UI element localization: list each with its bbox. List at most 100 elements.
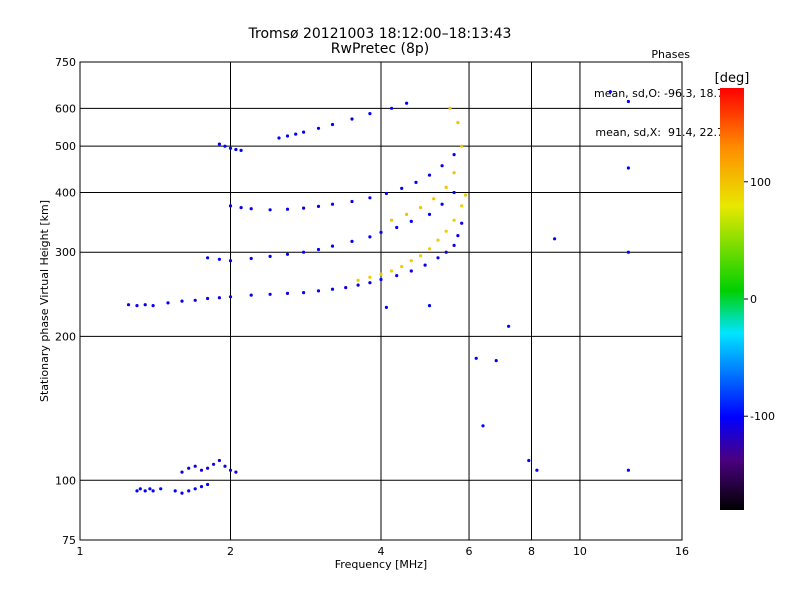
- data-point: [316, 289, 321, 293]
- data-point: [302, 250, 306, 254]
- data-point: [143, 489, 147, 493]
- data-point: [427, 247, 432, 251]
- data-point: [444, 250, 448, 254]
- x-tick-label: 2: [227, 545, 234, 558]
- data-point: [206, 296, 210, 301]
- data-point: [432, 197, 436, 201]
- data-point: [384, 191, 388, 196]
- data-point: [456, 234, 460, 238]
- data-point: [390, 106, 394, 110]
- y-tick-label: 400: [55, 186, 76, 199]
- data-point: [223, 464, 227, 468]
- data-point: [285, 252, 290, 256]
- data-point: [460, 204, 464, 208]
- data-point: [608, 90, 612, 94]
- data-point: [135, 489, 139, 493]
- data-point: [390, 269, 394, 273]
- data-point: [193, 298, 197, 302]
- data-point: [553, 237, 557, 241]
- data-point: [217, 257, 221, 261]
- data-point: [180, 470, 184, 474]
- data-point: [409, 219, 413, 223]
- data-point: [409, 259, 413, 263]
- data-point: [474, 356, 478, 360]
- data-point: [138, 487, 142, 491]
- data-point: [535, 468, 539, 472]
- data-point: [206, 466, 210, 470]
- data-point: [440, 202, 444, 206]
- data-point: [356, 278, 360, 282]
- data-point: [180, 491, 184, 495]
- x-tick-label: 1: [77, 545, 84, 558]
- data-point: [234, 147, 238, 152]
- colorbar-tick-label: -100: [750, 410, 775, 423]
- plot-frame: [79, 61, 683, 541]
- data-point: [268, 254, 272, 258]
- data-point: [444, 229, 448, 233]
- data-point: [148, 487, 152, 491]
- data-point: [151, 304, 155, 308]
- data-point: [294, 132, 298, 136]
- data-point: [239, 206, 243, 210]
- data-point: [330, 202, 335, 206]
- data-point: [444, 185, 448, 189]
- data-point: [419, 206, 423, 210]
- y-tick-label: 75: [62, 534, 76, 547]
- x-tick-label: 8: [528, 545, 535, 558]
- data-point: [173, 489, 177, 493]
- data-points: [126, 90, 631, 495]
- data-point: [379, 277, 383, 282]
- data-point: [316, 247, 321, 252]
- x-axis-label: Frequency [MHz]: [335, 558, 427, 571]
- data-point: [395, 274, 399, 278]
- data-point: [166, 301, 170, 305]
- x-tick-label: 10: [573, 545, 587, 558]
- data-point: [409, 269, 413, 273]
- data-point: [228, 468, 233, 472]
- data-point: [350, 199, 354, 204]
- data-point: [405, 212, 409, 216]
- data-point: [199, 485, 204, 489]
- data-point: [368, 196, 372, 200]
- data-point: [344, 286, 348, 290]
- phase-stats-heading: Phases: [651, 48, 690, 61]
- data-point: [187, 466, 191, 470]
- data-point: [223, 144, 227, 148]
- data-point: [384, 305, 388, 309]
- data-point: [249, 293, 253, 297]
- data-point: [423, 263, 427, 267]
- y-tick-label: 100: [55, 474, 76, 487]
- data-point: [452, 218, 456, 222]
- data-point: [448, 106, 452, 110]
- data-point: [330, 122, 335, 127]
- data-point: [285, 134, 290, 138]
- data-point: [626, 468, 631, 472]
- data-point: [368, 112, 372, 116]
- data-point: [456, 121, 460, 125]
- data-point: [228, 259, 233, 263]
- data-point: [228, 295, 233, 299]
- data-point: [481, 424, 485, 428]
- data-point: [268, 208, 272, 212]
- data-point: [626, 166, 631, 170]
- data-point: [330, 244, 335, 248]
- data-point: [206, 482, 210, 487]
- chart-title: Tromsø 20121003 18:12:00–18:13:43: [248, 26, 512, 42]
- y-axis: 75 100 200 300 400 500 600 750: [55, 56, 76, 547]
- phase-stats: Phases mean, sd,O: -96.3, 18.7 mean, sd,…: [594, 22, 724, 165]
- data-point: [228, 204, 233, 208]
- phase-stats-o: mean, sd,O: -96.3, 18.7: [593, 87, 724, 100]
- data-point: [452, 171, 456, 175]
- y-tick-label: 750: [55, 56, 76, 69]
- colorbar: [720, 88, 744, 510]
- data-point: [427, 304, 432, 308]
- data-point: [507, 324, 511, 328]
- data-point: [436, 238, 440, 242]
- data-point: [277, 136, 281, 140]
- data-point: [368, 235, 372, 239]
- data-point: [126, 303, 131, 307]
- data-point: [405, 101, 409, 105]
- data-point: [212, 462, 216, 466]
- data-point: [427, 173, 432, 177]
